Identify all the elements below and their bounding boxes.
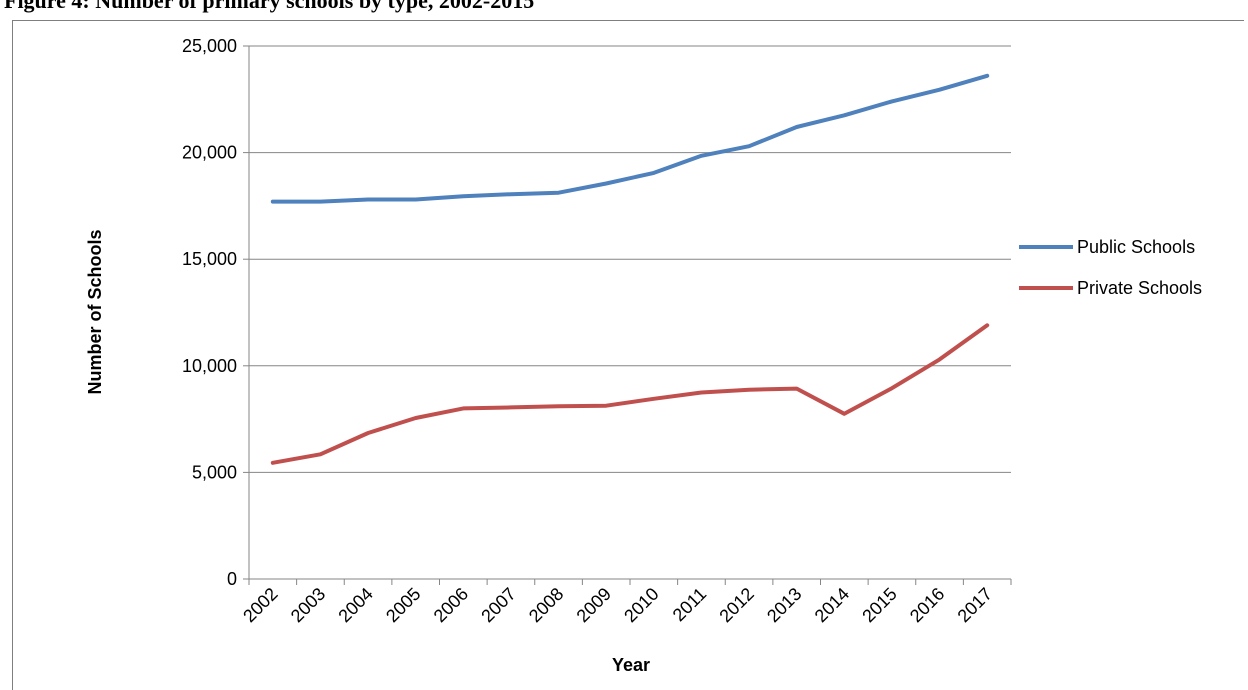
x-tick-label: 2015 xyxy=(858,584,900,626)
x-tick-label: 2006 xyxy=(430,584,472,626)
x-tick-label: 2004 xyxy=(334,584,376,626)
x-tick-label: 2012 xyxy=(715,584,757,626)
y-tick-label: 0 xyxy=(227,569,237,589)
x-tick-label: 2003 xyxy=(287,584,329,626)
series-line-private-schools xyxy=(273,325,987,463)
legend: Public Schools Private Schools xyxy=(1019,237,1202,298)
y-tick-labels: 0 5,000 10,000 15,000 20,000 25,000 xyxy=(182,36,237,589)
gridlines xyxy=(249,46,1011,472)
x-tick-label: 2017 xyxy=(954,584,996,626)
x-tick-label: 2002 xyxy=(239,584,281,626)
x-tick-label: 2014 xyxy=(811,584,853,626)
y-tick-label: 25,000 xyxy=(182,36,237,56)
x-tick-label: 2016 xyxy=(906,584,948,626)
legend-label-private-schools: Private Schools xyxy=(1077,278,1202,298)
x-tick-label: 2005 xyxy=(382,584,424,626)
y-tick-label: 10,000 xyxy=(182,356,237,376)
axes xyxy=(243,46,1011,585)
x-tick-label: 2009 xyxy=(573,584,615,626)
y-axis-title: Number of Schools xyxy=(85,229,105,394)
x-tick-label: 2007 xyxy=(477,584,519,626)
x-axis-title: Year xyxy=(612,655,650,675)
x-tick-label: 2010 xyxy=(620,584,662,626)
legend-label-public-schools: Public Schools xyxy=(1077,237,1195,257)
x-tick-label: 2008 xyxy=(525,584,567,626)
x-tick-label: 2013 xyxy=(763,584,805,626)
series-lines xyxy=(273,76,988,463)
y-tick-label: 5,000 xyxy=(192,462,237,482)
y-tick-label: 15,000 xyxy=(182,249,237,269)
x-tick-label: 2011 xyxy=(669,584,711,626)
y-tick-label: 20,000 xyxy=(182,143,237,163)
series-line-public-schools xyxy=(273,76,987,202)
